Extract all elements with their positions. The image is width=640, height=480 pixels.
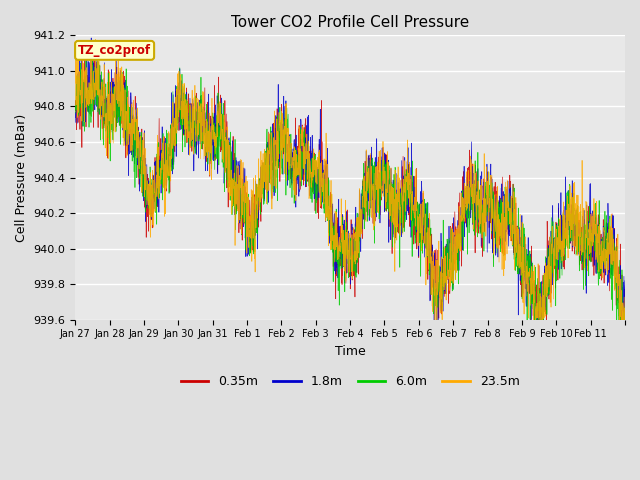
Legend: 0.35m, 1.8m, 6.0m, 23.5m: 0.35m, 1.8m, 6.0m, 23.5m: [176, 370, 525, 393]
Title: Tower CO2 Profile Cell Pressure: Tower CO2 Profile Cell Pressure: [231, 15, 469, 30]
Y-axis label: Cell Pressure (mBar): Cell Pressure (mBar): [15, 113, 28, 241]
Text: TZ_co2prof: TZ_co2prof: [78, 44, 151, 57]
X-axis label: Time: Time: [335, 345, 365, 358]
